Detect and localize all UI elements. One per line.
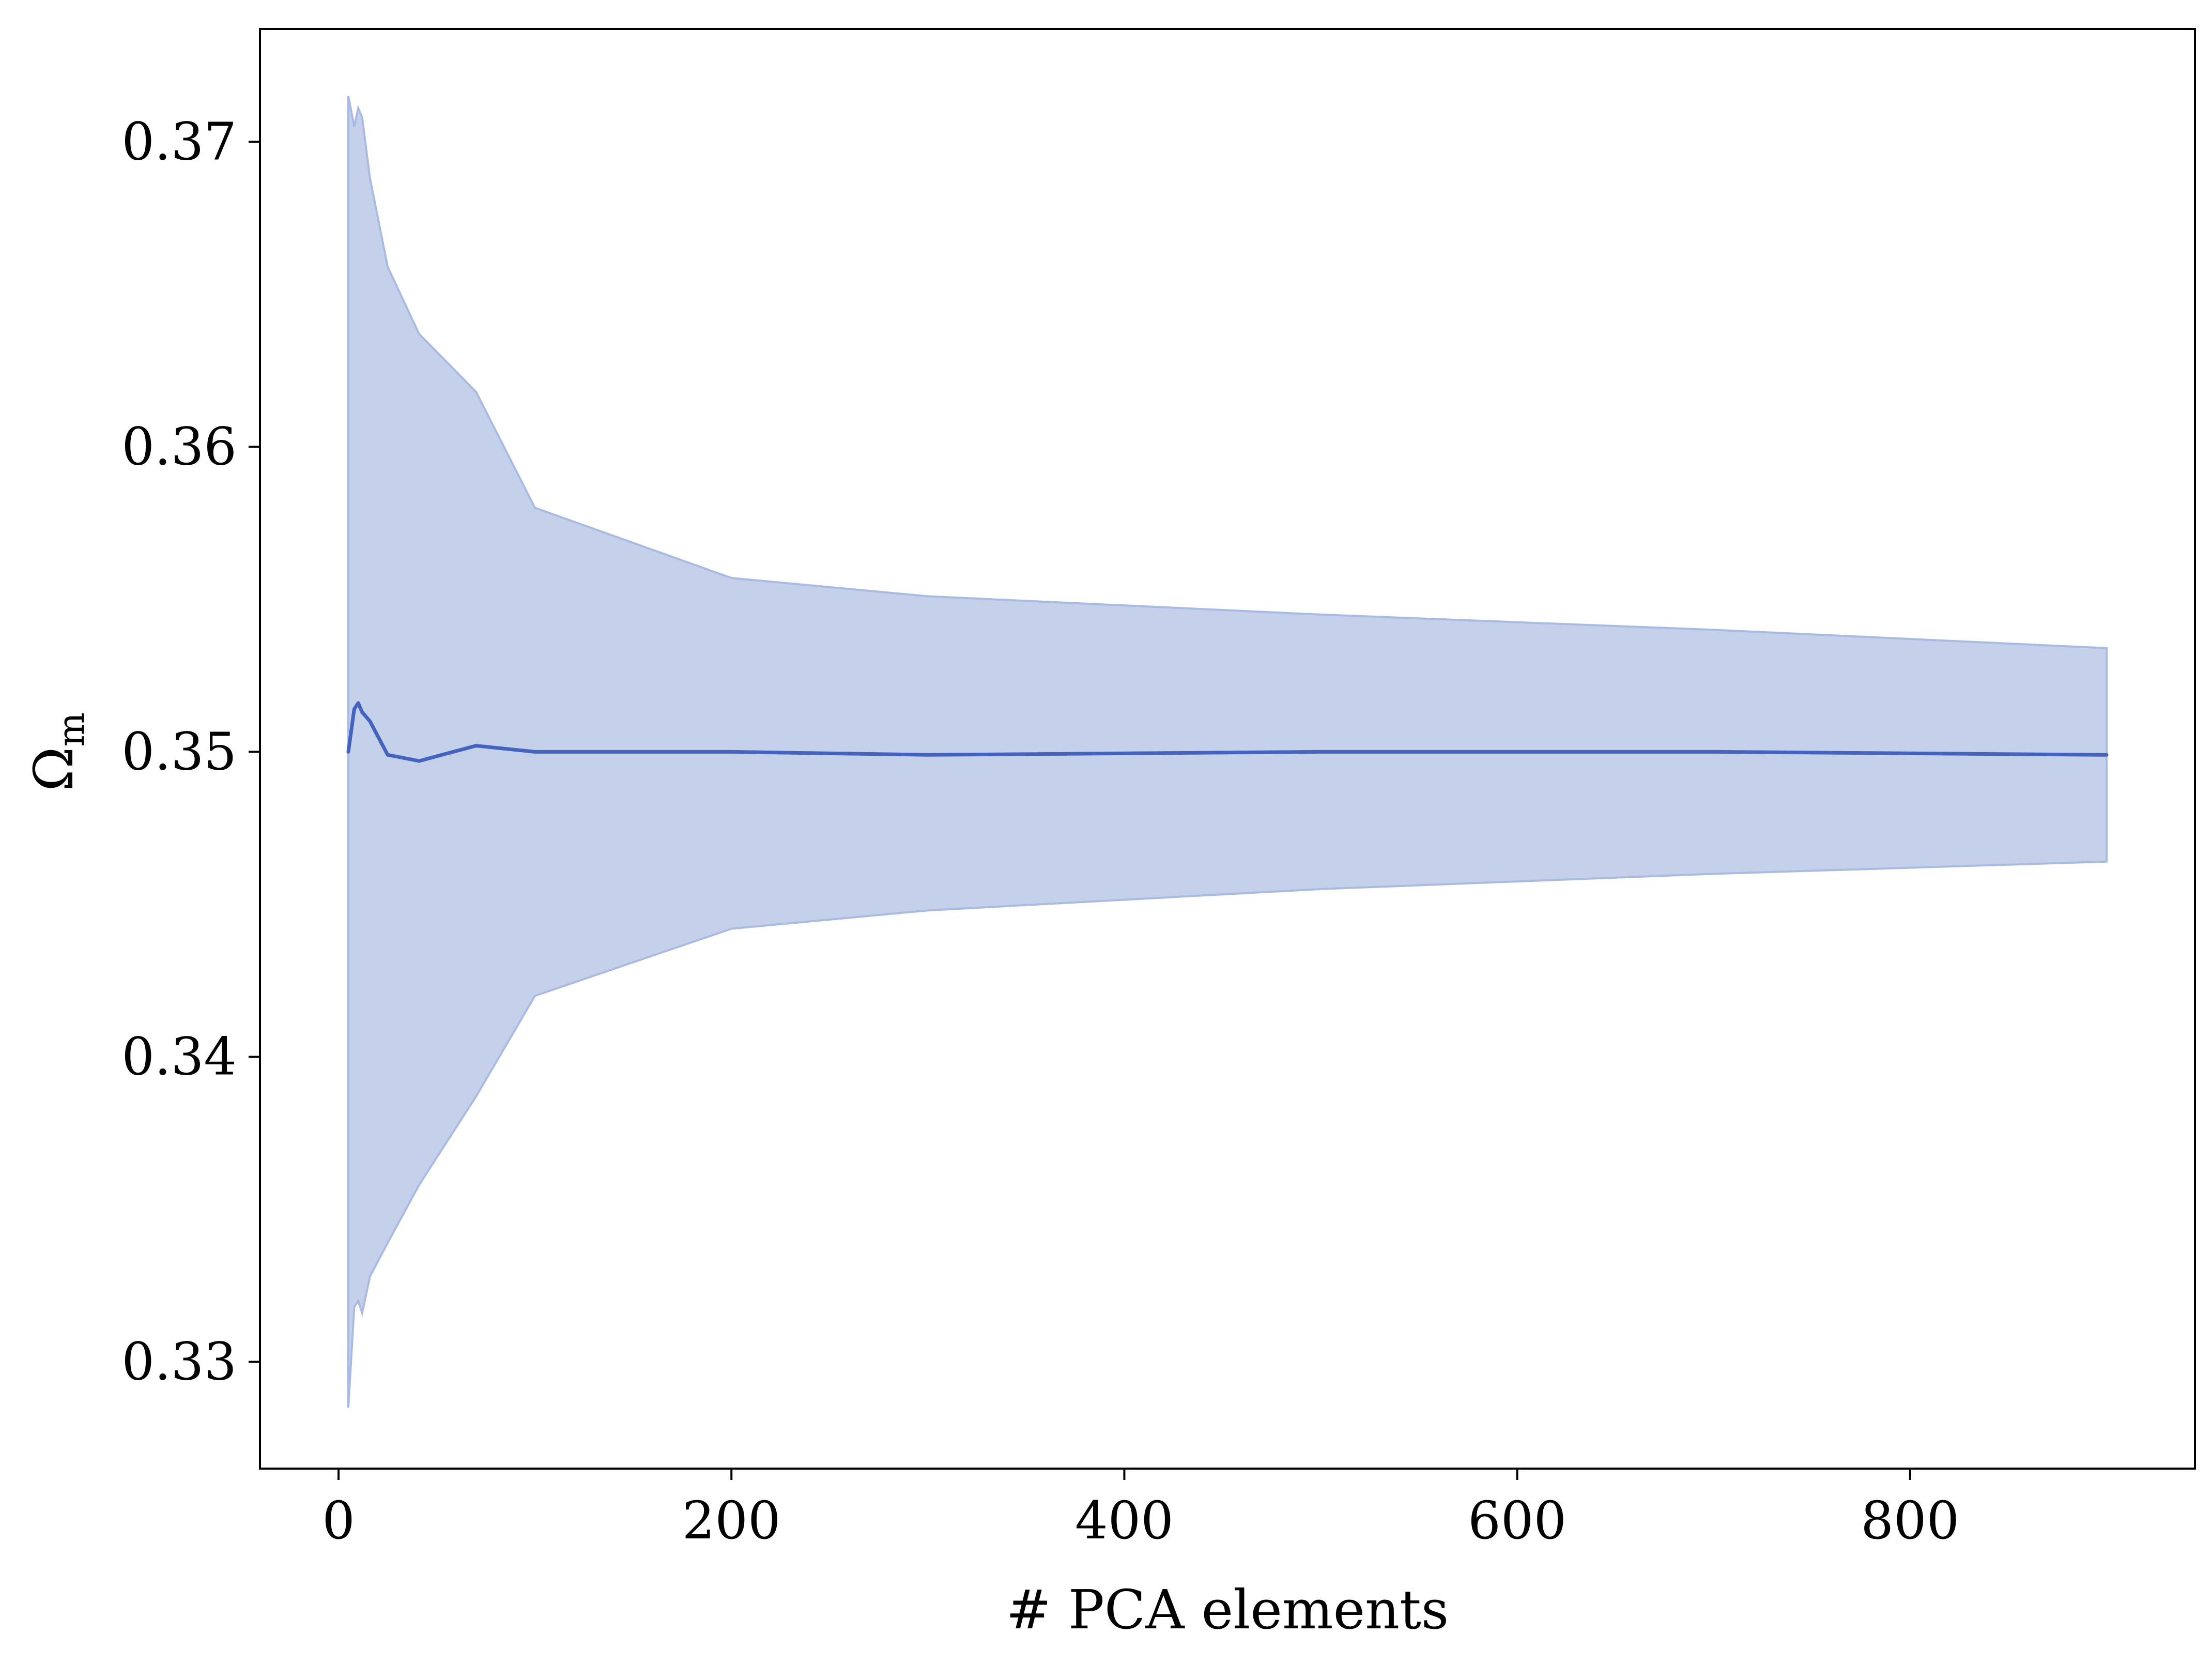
x-tick-label: 800 bbox=[1861, 1490, 1959, 1551]
plot-area bbox=[346, 96, 2109, 1408]
mean-line bbox=[346, 701, 2109, 763]
y-axis: 0.33 0.34 0.35 0.36 0.37 bbox=[121, 111, 260, 1392]
y-axis-label: Ωm bbox=[22, 712, 93, 791]
x-tick-label: 0 bbox=[322, 1490, 355, 1551]
y-tick-label: 0.37 bbox=[121, 111, 237, 172]
y-tick-label: 0.35 bbox=[121, 721, 237, 782]
axes-frame bbox=[259, 28, 2196, 1470]
y-tick-label: 0.36 bbox=[121, 416, 237, 477]
x-axis-label: # PCA elements bbox=[1006, 1578, 1449, 1641]
y-tick-label: 0.34 bbox=[121, 1026, 237, 1087]
x-tick-label: 600 bbox=[1468, 1490, 1566, 1551]
y-axis-label-subscript: m bbox=[50, 712, 93, 746]
x-tick-label: 400 bbox=[1075, 1490, 1174, 1551]
y-axis-label-symbol: Ω bbox=[22, 746, 85, 791]
x-tick-label: 200 bbox=[682, 1490, 781, 1551]
y-tick-label: 0.33 bbox=[121, 1331, 237, 1392]
x-axis: 0 200 400 600 800 bbox=[322, 1469, 1959, 1551]
